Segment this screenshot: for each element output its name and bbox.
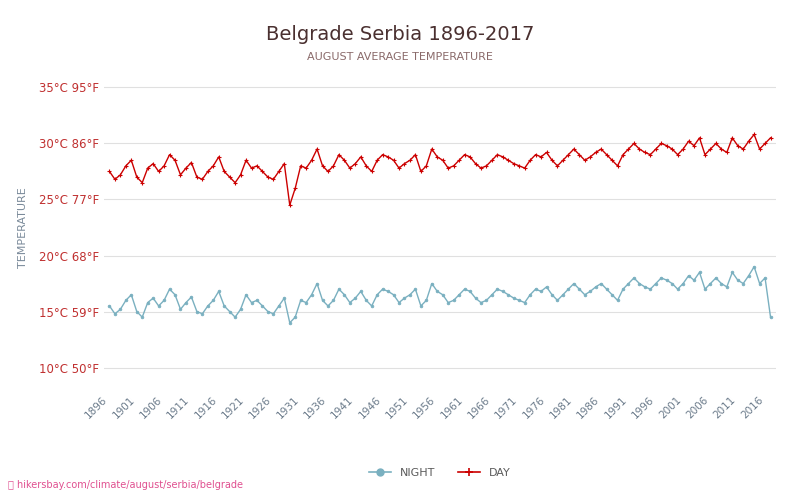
Text: Belgrade Serbia 1896-2017: Belgrade Serbia 1896-2017 — [266, 25, 534, 44]
Text: AUGUST AVERAGE TEMPERATURE: AUGUST AVERAGE TEMPERATURE — [307, 52, 493, 62]
Y-axis label: TEMPERATURE: TEMPERATURE — [18, 187, 28, 268]
Legend: NIGHT, DAY: NIGHT, DAY — [365, 463, 515, 482]
Text: 📍 hikersbay.com/climate/august/serbia/belgrade: 📍 hikersbay.com/climate/august/serbia/be… — [8, 480, 243, 490]
